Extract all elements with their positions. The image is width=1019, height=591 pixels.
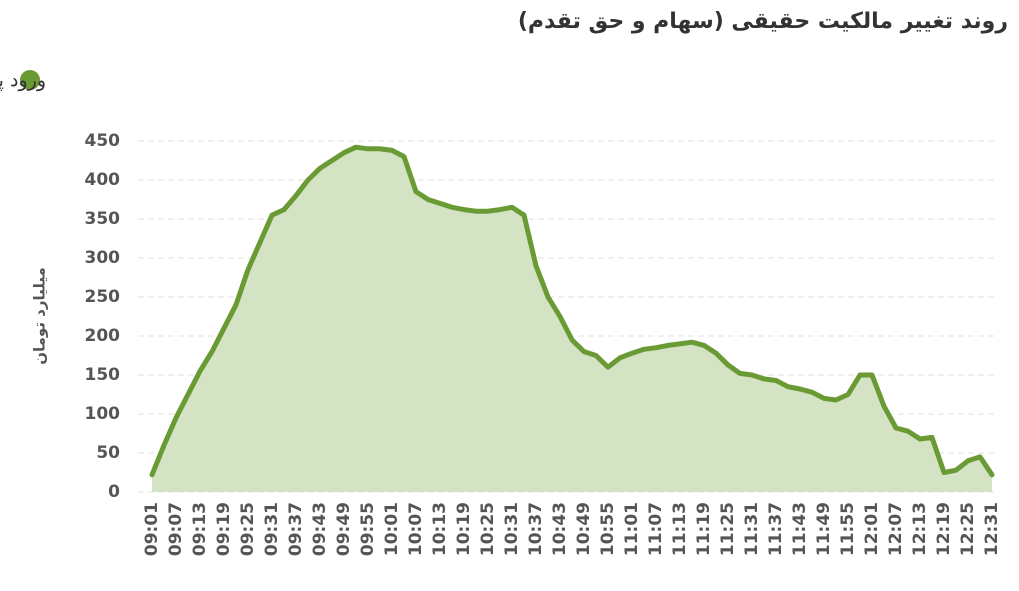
x-tick-label: 11:25 <box>718 502 738 556</box>
x-tick-label: 09:43 <box>310 502 330 556</box>
y-tick-label: 400 <box>85 170 121 190</box>
y-tick-label: 50 <box>96 443 120 463</box>
x-tick-label: 11:49 <box>814 502 834 556</box>
x-tick-label: 10:13 <box>430 502 450 556</box>
x-tick-label: 09:01 <box>142 502 162 556</box>
y-tick-label: 450 <box>85 131 121 151</box>
x-tick-label: 10:07 <box>406 502 426 556</box>
x-tick-label: 12:13 <box>910 502 930 556</box>
line <box>149 144 995 478</box>
x-tick-label: 10:01 <box>382 502 402 556</box>
x-tick-label: 09:13 <box>190 502 210 556</box>
x-tick-label: 10:31 <box>502 502 522 556</box>
x-tick-label: 09:31 <box>262 502 282 556</box>
x-tick-label: 11:43 <box>790 502 810 556</box>
x-tick-label: 09:19 <box>214 502 234 556</box>
x-tick-label: 09:49 <box>334 502 354 556</box>
x-tick-label: 11:31 <box>742 502 762 556</box>
y-tick-label: 0 <box>108 482 120 502</box>
y-tick-label: 350 <box>85 209 121 229</box>
legend-label: ورود پول <box>0 70 46 92</box>
x-tick-label: 12:25 <box>958 502 978 556</box>
x-tick-label: 10:49 <box>574 502 594 556</box>
x-tick-label: 10:19 <box>454 502 474 556</box>
x-tick-label: 11:01 <box>622 502 642 556</box>
x-tick-label: 10:55 <box>598 502 618 556</box>
x-tick-label: 11:55 <box>838 502 858 556</box>
y-axis-label: میلیارد تومان <box>31 267 49 365</box>
x-tick-label: 10:37 <box>526 502 546 556</box>
x-tick-label: 11:07 <box>646 502 666 556</box>
legend-swatch <box>20 70 40 90</box>
y-tick-label: 250 <box>85 287 121 307</box>
x-tick-label: 12:01 <box>862 502 882 556</box>
x-tick-label: 12:19 <box>934 502 954 556</box>
x-tick-label: 12:31 <box>982 502 1002 556</box>
y-tick-label: 200 <box>85 326 121 346</box>
chart-title: روند تغییر مالکیت حقیقی (سهام و حق تقدم) <box>518 9 1008 34</box>
x-tick-label: 09:37 <box>286 502 306 556</box>
x-tick-label: 09:55 <box>358 502 378 556</box>
x-tick-label: 10:25 <box>478 502 498 556</box>
y-tick-label: 150 <box>85 365 121 385</box>
x-tick-label: 10:43 <box>550 502 570 556</box>
x-tick-label: 12:07 <box>886 502 906 556</box>
area <box>152 147 992 492</box>
y-tick-label: 300 <box>85 248 121 268</box>
x-tick-label: 09:07 <box>166 502 186 556</box>
x-tick-label: 09:25 <box>238 502 258 556</box>
x-tick-label: 11:19 <box>694 502 714 556</box>
y-tick-label: 100 <box>85 404 121 424</box>
x-tick-label: 11:13 <box>670 502 690 556</box>
x-tick-label: 11:37 <box>766 502 786 556</box>
